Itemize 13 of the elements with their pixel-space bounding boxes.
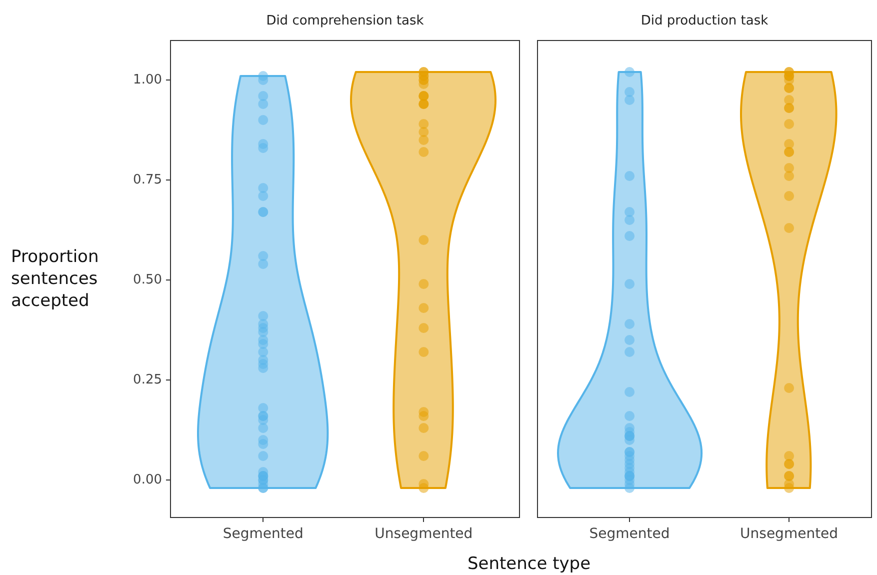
y-tick-label: 0.75 <box>133 172 162 188</box>
y-tick-label: 0.00 <box>133 472 162 488</box>
x-tick-label: Unsegmented <box>740 526 838 542</box>
y-axis-title: Proportion sentences accepted <box>11 246 100 312</box>
chart-title: Did production task <box>640 13 769 28</box>
y-tick-label: 0.50 <box>133 272 162 288</box>
x-axis-title: Sentence type <box>466 554 592 574</box>
y-tick-label: 0.25 <box>133 372 162 388</box>
x-tick-label: Segmented <box>589 526 670 542</box>
y-tick-label: 1.00 <box>133 72 162 88</box>
x-tick-label: Segmented <box>222 526 304 542</box>
chart-title: Did comprehension task <box>266 13 424 28</box>
x-tick-label: Unsegmented <box>374 526 473 542</box>
